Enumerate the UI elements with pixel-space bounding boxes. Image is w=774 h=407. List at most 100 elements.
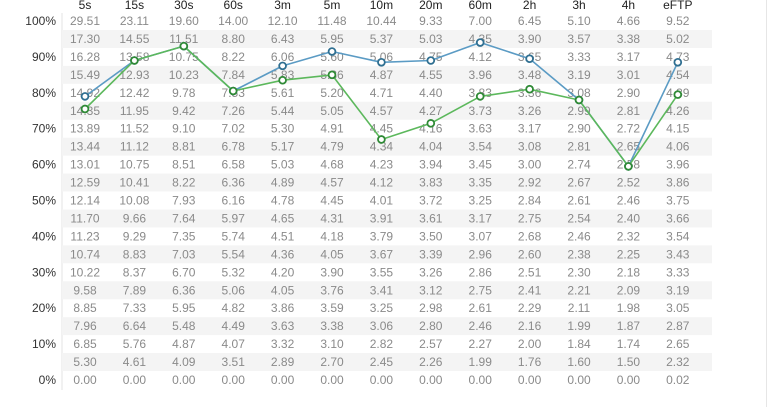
table-cell: 1.84 [567, 337, 591, 351]
table-cell: 4.36 [271, 247, 295, 261]
row-band [62, 317, 712, 336]
table-cell: 7.89 [123, 283, 147, 297]
table-cell: 2.41 [518, 283, 542, 297]
series-2-point[interactable] [377, 135, 386, 144]
table-cell: 4.55 [419, 68, 443, 82]
series-2-point[interactable] [80, 104, 90, 114]
table-cell: 11.95 [120, 104, 149, 118]
table-cell: 2.21 [567, 283, 591, 297]
table-cell: 9.66 [123, 211, 147, 225]
series-2-point[interactable] [673, 90, 683, 99]
x-category-label: 2h [523, 0, 536, 12]
table-cell: 9.10 [172, 122, 196, 136]
table-cell: 3.19 [567, 68, 591, 82]
series-2-point[interactable] [130, 56, 139, 65]
table-cell: 5.76 [123, 337, 147, 351]
table-cell: 3.54 [469, 140, 493, 154]
table-cell: 6.16 [222, 194, 246, 208]
y-tick-label: 60% [32, 158, 56, 172]
series-2-point[interactable] [327, 70, 337, 80]
series-2-point[interactable] [228, 86, 238, 96]
table-cell: 7.00 [469, 14, 493, 28]
series-1-point[interactable] [426, 56, 436, 65]
x-category-label: 3h [572, 0, 585, 12]
table-cell: 8.22 [222, 50, 246, 64]
table-cell: 2.32 [666, 355, 690, 369]
table-cell: 1.99 [469, 355, 493, 369]
x-category-label: 20m [419, 0, 442, 12]
y-tick-label: 30% [32, 265, 56, 279]
table-cell: 3.08 [567, 86, 591, 100]
table-cell: 2.70 [320, 355, 344, 369]
table-cell: 4.89 [271, 176, 295, 190]
table-cell: 10.08 [119, 194, 149, 208]
table-cell: 6.58 [222, 158, 246, 172]
table-cell: 2.92 [518, 176, 542, 190]
table-cell: 7.96 [73, 319, 97, 333]
table-cell: 0.00 [73, 373, 97, 387]
table-cell: 2.27 [469, 337, 493, 351]
table-cell: 0.00 [617, 373, 641, 387]
table-cell: 10.44 [366, 14, 396, 28]
series-1-point[interactable] [278, 61, 287, 71]
table-cell: 3.67 [370, 247, 394, 261]
table-cell: 3.19 [666, 283, 690, 297]
table-cell: 0.00 [567, 373, 591, 387]
table-cell: 5.48 [172, 319, 196, 333]
series-2-point[interactable] [475, 92, 485, 101]
table-cell: 0.00 [123, 373, 147, 387]
table-cell: 3.90 [320, 265, 344, 279]
series-2-point[interactable] [179, 41, 189, 51]
table-cell: 2.61 [469, 301, 493, 315]
table-cell: 13.44 [70, 140, 100, 154]
table-cell: 5.17 [271, 140, 295, 154]
x-category-label: 4h [622, 0, 635, 12]
table-cell: 6.45 [518, 14, 542, 28]
table-cell: 5.61 [271, 86, 295, 100]
table-cell: 2.96 [469, 247, 493, 261]
table-cell: 6.06 [271, 50, 295, 64]
series-2-point[interactable] [624, 162, 633, 171]
table-cell: 3.96 [666, 158, 690, 172]
x-category-label: 60m [469, 0, 492, 12]
table-cell: 2.40 [617, 211, 641, 225]
series-2-point[interactable] [278, 75, 287, 85]
table-cell: 3.07 [469, 229, 493, 243]
series-1-point[interactable] [525, 54, 534, 63]
table-cell: 4.12 [469, 50, 493, 64]
table-cell: 2.81 [617, 104, 641, 118]
table-cell: 4.66 [617, 14, 641, 28]
series-2-point[interactable] [574, 95, 584, 105]
series-1-point[interactable] [475, 38, 485, 47]
series-2-point[interactable] [426, 119, 436, 128]
table-cell: 3.32 [271, 337, 295, 351]
table-cell: 4.06 [666, 140, 690, 154]
table-cell: 2.65 [666, 337, 690, 351]
table-cell: 3.72 [419, 194, 443, 208]
table-cell: 3.75 [666, 194, 690, 208]
y-tick-label: 50% [32, 194, 56, 208]
table-cell: 6.43 [271, 32, 295, 46]
table-cell: 0.00 [469, 373, 493, 387]
table-cell: 1.87 [617, 319, 641, 333]
table-cell: 3.26 [419, 265, 443, 279]
table-cell: 4.15 [666, 122, 690, 136]
table-cell: 9.33 [419, 14, 443, 28]
series-1-point[interactable] [80, 92, 90, 101]
table-cell: 8.37 [123, 265, 147, 279]
table-cell: 2.18 [617, 265, 641, 279]
series-1-point[interactable] [377, 57, 386, 67]
table-cell: 11.52 [120, 122, 149, 136]
table-cell: 3.76 [320, 283, 344, 297]
table-cell: 13.01 [70, 158, 100, 172]
table-cell: 12.59 [70, 176, 100, 190]
table-cell: 3.43 [666, 247, 690, 261]
table-cell: 3.35 [469, 176, 493, 190]
series-1-point[interactable] [673, 57, 683, 67]
x-category-label: 30s [174, 0, 193, 12]
table-cell: 3.90 [518, 32, 542, 46]
table-cell: 3.05 [666, 301, 690, 315]
series-2-point[interactable] [525, 84, 534, 94]
series-1-point[interactable] [327, 47, 337, 56]
table-cell: 16.28 [70, 50, 100, 64]
